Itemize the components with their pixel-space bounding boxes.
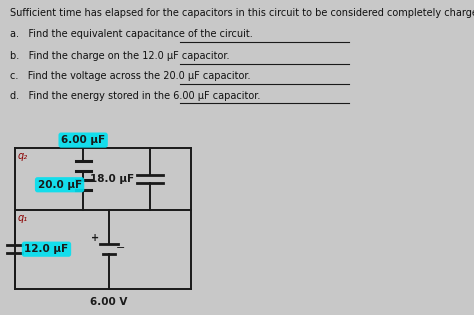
Text: 20.0 μF: 20.0 μF (37, 180, 82, 190)
Text: q₁: q₁ (18, 213, 28, 222)
Text: 6.00 μF: 6.00 μF (61, 135, 105, 145)
Text: 18.0 μF: 18.0 μF (90, 174, 135, 184)
Text: c.   Find the voltage across the 20.0 μF capacitor.: c. Find the voltage across the 20.0 μF c… (10, 71, 251, 81)
Text: q₂: q₂ (18, 151, 28, 161)
Text: 12.0 μF: 12.0 μF (25, 244, 69, 254)
Text: +: + (91, 233, 99, 243)
Text: d.   Find the energy stored in the 6.00 μF capacitor.: d. Find the energy stored in the 6.00 μF… (10, 91, 261, 100)
Text: Sufficient time has elapsed for the capacitors in this circuit to be considered : Sufficient time has elapsed for the capa… (10, 8, 474, 18)
Text: −: − (116, 243, 125, 253)
Text: b.   Find the charge on the 12.0 μF capacitor.: b. Find the charge on the 12.0 μF capaci… (10, 51, 230, 61)
Text: 6.00 V: 6.00 V (91, 297, 128, 307)
Text: a.   Find the equivalent capacitance of the circuit.: a. Find the equivalent capacitance of th… (10, 29, 253, 39)
